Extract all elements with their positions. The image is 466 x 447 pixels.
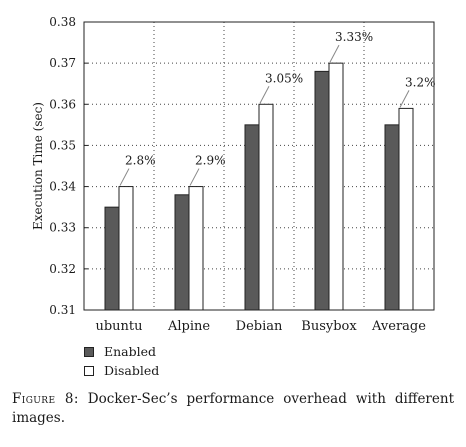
bar-enabled-debian [244, 124, 260, 311]
bar-enabled-alpine [174, 194, 190, 311]
legend-swatch-enabled [84, 346, 94, 357]
annotation-overhead-ubuntu: 2.8% [125, 154, 156, 168]
figure-caption-label: Figure 8: [12, 391, 79, 407]
bar-enabled-ubuntu [104, 206, 120, 311]
bar-enabled-average [384, 124, 400, 311]
x-tick-label-busybox: Busybox [301, 319, 357, 334]
bar-enabled-busybox [314, 70, 330, 311]
figure-caption: Figure 8: Docker-Sec’s performance overh… [12, 390, 454, 428]
y-tick-label: 0.38 [49, 15, 76, 29]
bar-chart: 2.8% 2.9%3.05%3.33%3.2% 0.310.320.330.340… [31, 15, 436, 334]
annotation-leader-debian [259, 86, 270, 104]
chart-bars [104, 62, 414, 311]
legend-item-disabled: Disabled [84, 363, 159, 378]
y-tick-label: 0.34 [49, 180, 76, 194]
y-tick-label: 0.33 [49, 221, 76, 235]
bar-disabled-ubuntu [118, 186, 134, 311]
legend-item-enabled: Enabled [84, 344, 156, 359]
annotation-leader-average [399, 90, 410, 108]
annotation-overhead-alpine: 2.9% [195, 154, 226, 168]
y-axis-ticks: 0.31 0.32 0.33 0.34 0.35 0.36 0.37 0.38 [49, 15, 88, 317]
y-tick-label: 0.31 [49, 303, 76, 317]
annotation-overhead-average: 3.2% [405, 75, 436, 89]
x-axis-ticks: ubuntu Alpine Debian Busybox Average [95, 319, 426, 334]
x-tick-label-debian: Debian [236, 319, 283, 334]
annotation-leader-busybox [329, 44, 340, 63]
y-tick-label: 0.36 [49, 97, 76, 111]
bar-disabled-alpine [188, 186, 204, 311]
legend-label-enabled: Enabled [104, 344, 157, 359]
figure-caption-text: Docker-Sec’s performance overhead with d… [12, 391, 454, 426]
legend-swatch-disabled [84, 365, 94, 376]
y-axis-label: Execution Time (sec) [31, 102, 45, 230]
chart-annotations: 2.8% 2.9% 3.05% 3.33% 3.2% [119, 30, 436, 186]
y-tick-label: 0.32 [49, 262, 76, 276]
x-tick-label-alpine: Alpine [167, 319, 210, 334]
annotation-overhead-debian: 3.05% [265, 71, 303, 85]
annotation-overhead-busybox: 3.33% [335, 30, 373, 44]
x-tick-label-average: Average [371, 319, 426, 334]
bar-disabled-busybox [328, 62, 344, 311]
plot-frame [83, 21, 435, 311]
y-tick-label: 0.35 [49, 138, 76, 152]
bar-disabled-debian [258, 103, 274, 311]
chart-grid [84, 22, 434, 310]
annotation-leader-alpine [189, 168, 200, 186]
x-tick-label-ubuntu: ubuntu [95, 319, 142, 334]
y-tick-label: 0.37 [49, 56, 76, 70]
annotation-leader-ubuntu [119, 168, 130, 186]
legend-label-disabled: Disabled [104, 363, 160, 378]
bar-disabled-average [398, 107, 414, 311]
